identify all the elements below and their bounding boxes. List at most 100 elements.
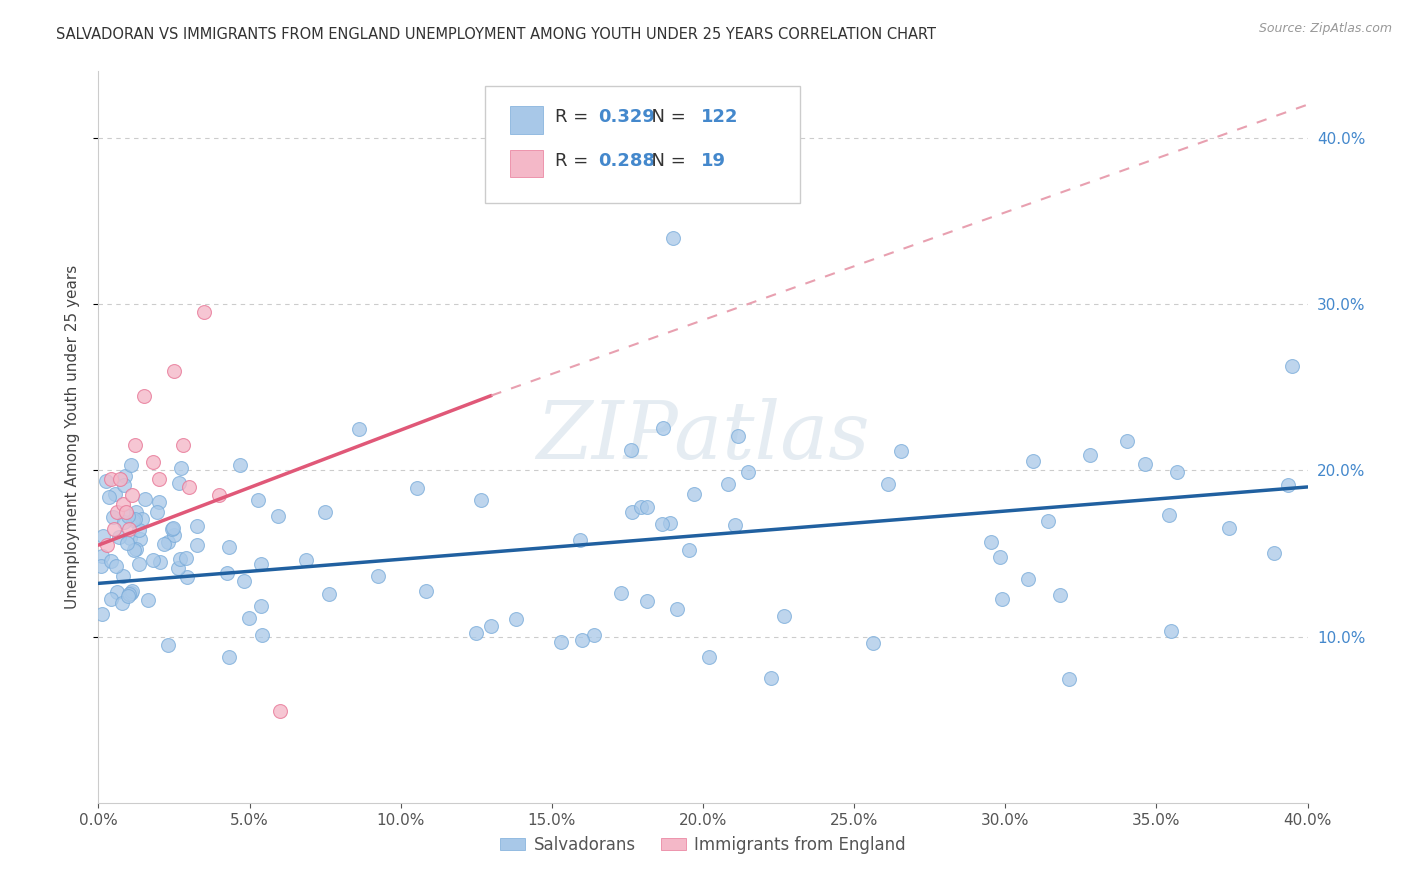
Point <box>125 542 148 557</box>
Point <box>1078 448 1101 462</box>
Point <box>980 534 1002 549</box>
Point <box>128 558 150 572</box>
Point <box>101 510 124 524</box>
Point <box>658 516 681 531</box>
Point <box>314 505 336 519</box>
Point <box>91 607 114 622</box>
Point <box>167 561 190 575</box>
Point <box>208 488 231 502</box>
Point <box>186 538 208 552</box>
Point <box>250 558 273 572</box>
Point <box>238 611 260 625</box>
Point <box>96 538 118 552</box>
Point <box>1263 546 1285 560</box>
Point <box>1116 434 1139 449</box>
Point <box>118 521 141 535</box>
Point <box>91 529 114 543</box>
Point <box>100 472 122 486</box>
Point <box>1166 465 1188 479</box>
Point <box>620 506 643 520</box>
Point <box>122 543 145 558</box>
Text: 0.329: 0.329 <box>598 109 655 127</box>
Point <box>1159 508 1181 522</box>
Point <box>249 599 271 614</box>
Point <box>1135 457 1157 471</box>
Point <box>124 438 146 452</box>
Point <box>727 429 749 443</box>
Point <box>117 535 139 549</box>
Point <box>103 521 125 535</box>
Point <box>610 586 633 600</box>
Point <box>156 638 179 652</box>
Point <box>665 602 688 616</box>
Point <box>112 515 135 529</box>
Point <box>1049 588 1071 602</box>
FancyBboxPatch shape <box>509 150 543 178</box>
Point <box>163 363 186 377</box>
Point <box>117 509 139 524</box>
Point <box>176 570 198 584</box>
Point <box>366 569 388 583</box>
Point <box>406 481 429 495</box>
Point <box>505 612 527 626</box>
Point <box>160 522 183 536</box>
Point <box>550 635 572 649</box>
Point <box>620 442 643 457</box>
Point <box>91 549 114 563</box>
Point <box>890 444 912 458</box>
Point <box>990 550 1012 565</box>
Point <box>149 555 172 569</box>
Text: N =: N = <box>640 109 692 127</box>
Point <box>104 487 127 501</box>
Point <box>111 497 134 511</box>
Point <box>1160 624 1182 638</box>
Point <box>148 495 170 509</box>
Text: 19: 19 <box>700 153 725 170</box>
Point <box>571 633 593 648</box>
Point <box>295 552 318 566</box>
Point <box>108 472 131 486</box>
Point <box>247 492 270 507</box>
Point <box>661 230 683 244</box>
Point <box>142 455 165 469</box>
Point <box>1218 521 1240 535</box>
Point <box>174 551 197 566</box>
Point <box>131 512 153 526</box>
Point <box>347 422 370 436</box>
Point <box>118 587 141 601</box>
Point <box>773 608 796 623</box>
Point <box>114 505 136 519</box>
Point <box>125 505 148 519</box>
Point <box>124 512 146 526</box>
Point <box>218 650 240 665</box>
Point <box>145 505 167 519</box>
Point <box>112 569 135 583</box>
Point <box>114 468 136 483</box>
Point <box>121 513 143 527</box>
Point <box>134 491 156 506</box>
FancyBboxPatch shape <box>485 86 800 203</box>
Point <box>218 540 240 554</box>
Point <box>121 488 143 502</box>
Point <box>100 554 122 568</box>
Point <box>138 593 160 607</box>
Point <box>267 509 290 524</box>
Point <box>250 628 273 642</box>
Text: R =: R = <box>555 153 595 170</box>
Point <box>128 524 150 538</box>
Point <box>651 421 673 435</box>
FancyBboxPatch shape <box>509 106 543 134</box>
Point <box>269 705 291 719</box>
Point <box>96 475 118 489</box>
Text: 122: 122 <box>700 109 738 127</box>
Point <box>153 537 176 551</box>
Point <box>105 559 128 574</box>
Point <box>678 542 700 557</box>
Point <box>112 478 135 492</box>
Text: ZIPatlas: ZIPatlas <box>536 399 870 475</box>
Point <box>1017 572 1039 586</box>
Point <box>105 585 128 599</box>
Point <box>132 388 155 402</box>
Point <box>415 584 437 599</box>
Point <box>129 533 152 547</box>
